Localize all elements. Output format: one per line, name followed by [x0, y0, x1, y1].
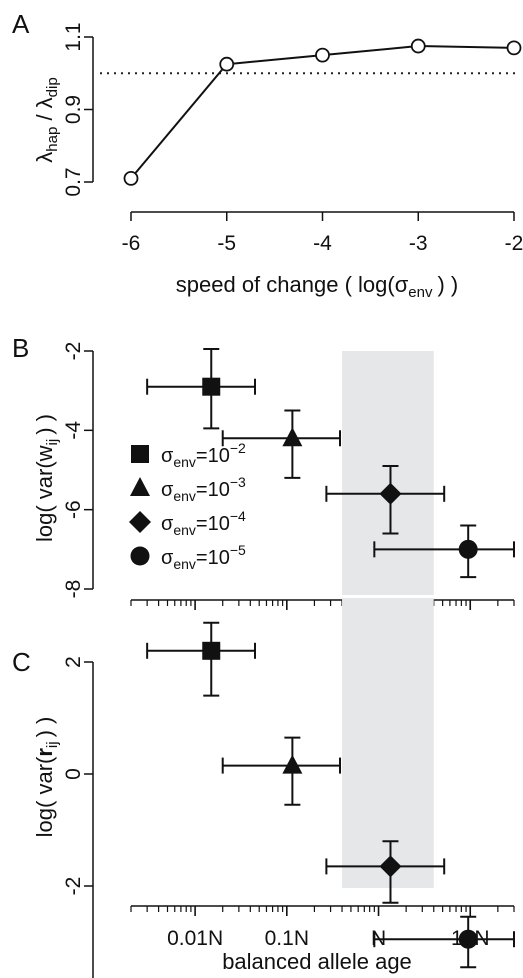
- error-bars-triangle: [221, 736, 341, 806]
- line-segment: [233, 54, 317, 65]
- diamond-marker: [379, 482, 402, 505]
- data-point: [219, 56, 235, 72]
- diamond-marker: [129, 511, 151, 533]
- legend-label: σenv=10−5: [161, 542, 246, 572]
- y-tick-label: 1.1: [62, 22, 85, 51]
- y-tick-label: -2: [62, 877, 85, 896]
- panel-b-shaded-region: [342, 351, 434, 595]
- legend-item: σenv=10−4: [129, 508, 246, 538]
- square-marker: [202, 641, 221, 660]
- panel-b-ylabel: log( var(wij) ): [32, 414, 61, 542]
- y-tick-label: 0.9: [62, 95, 85, 124]
- xlabel-a: speed of change ( log(σenv) ): [176, 272, 458, 301]
- error-bars-square: [146, 621, 257, 697]
- panel-b-points: [146, 348, 515, 579]
- line-segment: [134, 68, 224, 175]
- panel-b: B log( var(wij) ) -8-6-4-2 σenv=10−2σenv…: [12, 333, 515, 610]
- panel-c-ylabel: log( var(rij) ): [32, 717, 61, 838]
- y-tick-label: -8: [62, 580, 85, 599]
- panel-b-y-axis: -8 -6 -4 -2: [62, 342, 94, 599]
- legend-label: σenv=10−2: [161, 440, 246, 470]
- y-tick-label: -6: [62, 500, 85, 519]
- line-segment: [424, 45, 508, 49]
- legend-item: σenv=10−5: [130, 542, 246, 572]
- panel-a-line-series: [123, 38, 522, 186]
- data-point: [315, 47, 330, 63]
- data-point: [410, 38, 426, 54]
- y-tick-label: 0: [62, 768, 85, 780]
- diamond-marker: [379, 855, 402, 878]
- y-tick-label: 2: [62, 656, 85, 668]
- triangle-marker: [282, 427, 303, 447]
- line-segment: [328, 45, 412, 56]
- ylabel-c-text: log( var(rij) ): [32, 717, 61, 838]
- circle-marker: [458, 929, 478, 949]
- data-point: [506, 40, 522, 56]
- legend-item: σenv=10−2: [131, 440, 246, 470]
- panel-a-x-axis: -6 -5 -4 -3 -2: [122, 211, 523, 255]
- ylabel-b-text: log( var(wij) ): [32, 414, 61, 542]
- legend-label: σenv=10−3: [161, 474, 246, 504]
- y-tick-label: -4: [62, 421, 85, 440]
- panel-c-points: [146, 621, 515, 969]
- x-tick-label: -5: [217, 232, 236, 255]
- x-tick-label: -3: [409, 232, 428, 255]
- x-tick-label: -4: [313, 232, 332, 255]
- circle-marker: [458, 539, 478, 559]
- panel-a: A λhap / λdip 0.7 0.9 1.1 -6 -5 -4 -3 -2 speed…: [12, 9, 523, 301]
- panel-b-x-axis: [130, 599, 515, 610]
- error-bars-square: [146, 348, 257, 430]
- panel-letter-a: A: [12, 9, 30, 39]
- y-tick-label: -2: [62, 342, 85, 361]
- x-tick-label: -2: [505, 232, 523, 255]
- ylabel-a-text: λhap / λdip: [32, 77, 61, 162]
- triangle-marker: [130, 477, 150, 496]
- panel-a-y-axis: 0.7 0.9 1.1: [62, 22, 94, 197]
- legend-item: σenv=10−3: [130, 474, 246, 504]
- x-tick-label: 0.01N: [167, 927, 223, 950]
- panel-c-y-axis: -4-202: [62, 656, 94, 978]
- panel-letter-b: B: [12, 333, 29, 363]
- x-tick-label: -6: [122, 232, 141, 255]
- legend-label: σenv=10−4: [161, 508, 246, 538]
- panel-a-ylabel: λhap / λdip: [32, 77, 61, 162]
- panel-letter-c: C: [12, 647, 31, 677]
- triangle-marker: [282, 754, 303, 774]
- xlabel-c: balanced allele age: [222, 949, 412, 974]
- legend: σenv=10−2 σenv=10−3 σenv=10−4 σenv=10−5: [129, 440, 246, 572]
- square-marker: [202, 377, 221, 396]
- square-marker: [131, 445, 149, 463]
- x-tick-label: 0.1N: [265, 927, 309, 950]
- y-tick-label: 0.7: [62, 167, 85, 196]
- circle-marker: [130, 546, 150, 566]
- data-point: [123, 170, 139, 186]
- panel-c-shaded-region: [342, 598, 434, 888]
